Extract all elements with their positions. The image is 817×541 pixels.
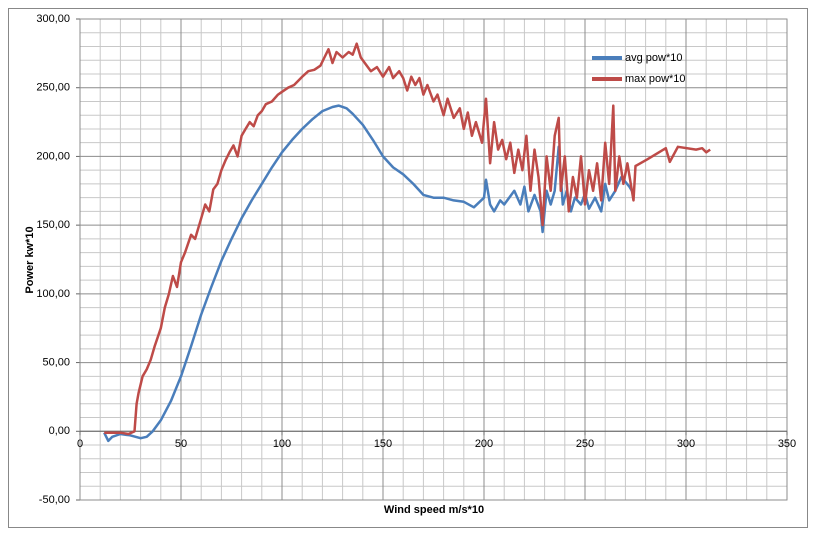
x-tick-label: 150 bbox=[374, 438, 392, 450]
x-tick-label: 200 bbox=[475, 438, 493, 450]
legend-label: avg pow*10 bbox=[625, 52, 683, 64]
x-tick-label: 100 bbox=[273, 438, 291, 450]
legend-label: max pow*10 bbox=[625, 73, 686, 85]
data-line bbox=[103, 104, 635, 443]
y-tick-label: 300,00 bbox=[36, 13, 70, 25]
y-tick-label: 150,00 bbox=[36, 219, 70, 231]
x-tick-label: 300 bbox=[677, 438, 695, 450]
x-tick-label: 350 bbox=[778, 438, 796, 450]
plot bbox=[103, 42, 711, 443]
y-tick-label: 0,00 bbox=[49, 425, 70, 437]
y-tick-label: 50,00 bbox=[42, 356, 70, 368]
y-tick-label: 200,00 bbox=[36, 150, 70, 162]
y-axis-title: Power kw*10 bbox=[24, 226, 36, 293]
x-tick-label: 250 bbox=[576, 438, 594, 450]
x-tick-label: 0 bbox=[77, 438, 83, 450]
x-tick-label: 50 bbox=[175, 438, 187, 450]
y-tick-label: 100,00 bbox=[36, 288, 70, 300]
x-axis-title: Wind speed m/s*10 bbox=[384, 504, 484, 516]
y-tick-label: -50,00 bbox=[39, 494, 70, 506]
legend: avg pow*10 max pow*10 bbox=[592, 52, 686, 85]
y-tick-label: 250,00 bbox=[36, 82, 70, 94]
plot-area bbox=[79, 18, 788, 501]
data-line bbox=[104, 42, 711, 436]
